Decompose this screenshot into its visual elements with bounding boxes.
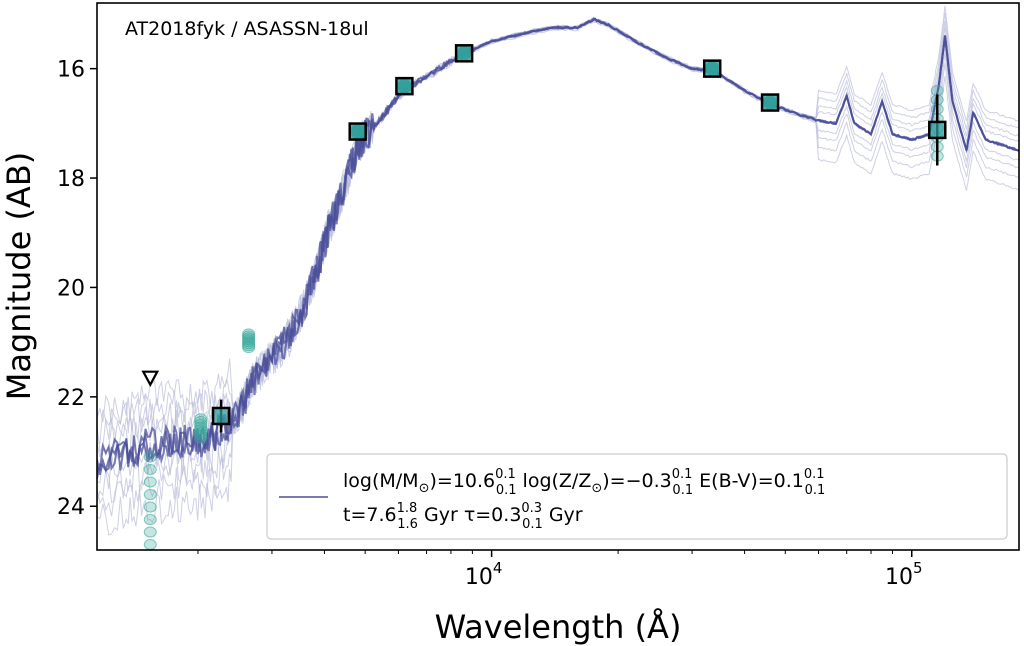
y-tick-label: 24 xyxy=(57,495,85,520)
observed-point xyxy=(395,76,414,96)
model-sed-lines xyxy=(97,5,1019,536)
y-tick-label: 16 xyxy=(57,58,85,83)
observed-point xyxy=(211,406,231,426)
model-photometry-point xyxy=(194,429,208,441)
observed-point xyxy=(454,44,474,63)
legend-box xyxy=(266,453,1008,540)
model-photometry-point xyxy=(143,464,157,476)
y-axis-ticks: 16 18 20 22 24 xyxy=(57,58,97,520)
model-photometry-point xyxy=(143,501,157,513)
model-photometry-point xyxy=(143,476,157,488)
plot-frame xyxy=(96,2,1020,551)
x-tick-label: 105 xyxy=(885,559,923,590)
model-photometry-point xyxy=(143,514,157,526)
model-photometry-point xyxy=(242,342,256,354)
model-photometry-point xyxy=(143,451,157,463)
model-photometry-point xyxy=(143,489,157,501)
x-tick-label: 104 xyxy=(465,559,503,590)
model-photometry-point xyxy=(143,526,157,538)
observed-photometry xyxy=(211,44,947,433)
chart-annotation: AT2018fyk / ASASSN-18ul xyxy=(125,18,369,40)
model-spread-line xyxy=(97,5,1019,431)
legend-line-1: log(M/M⊙)=10.60.1 0.1 log(Z/Z⊙)=−0.30.1 0.… xyxy=(343,467,825,498)
model-photometry-point xyxy=(143,539,157,550)
model-photometry-point xyxy=(194,432,208,444)
model-sed-line xyxy=(97,17,1019,479)
model-spread-line xyxy=(97,19,1019,517)
upper-limit-marker xyxy=(141,370,160,388)
y-tick-label: 22 xyxy=(57,386,85,411)
y-axis-title: Magnitude (AB) xyxy=(0,152,38,401)
observed-point xyxy=(928,120,947,140)
model-sed-line xyxy=(97,17,1019,471)
y-tick-label: 20 xyxy=(57,276,85,301)
observed-point xyxy=(760,93,780,112)
x-axis-ticks: 104 105 xyxy=(197,550,923,590)
legend: log(M/M⊙)=10.60.1 0.1 log(Z/Z⊙)=−0.30.1 0.… xyxy=(266,453,1008,540)
observed-point xyxy=(702,59,722,78)
legend-line-2: t=7.61.8 1.6 Gyr τ=0.30.3 0.1 Gyr xyxy=(343,501,583,532)
upper-limits xyxy=(141,370,160,388)
x-axis-title: Wavelength (Å) xyxy=(435,608,682,646)
model-photometry-point xyxy=(930,85,944,97)
observed-point xyxy=(348,122,367,141)
y-tick-label: 18 xyxy=(57,167,85,192)
